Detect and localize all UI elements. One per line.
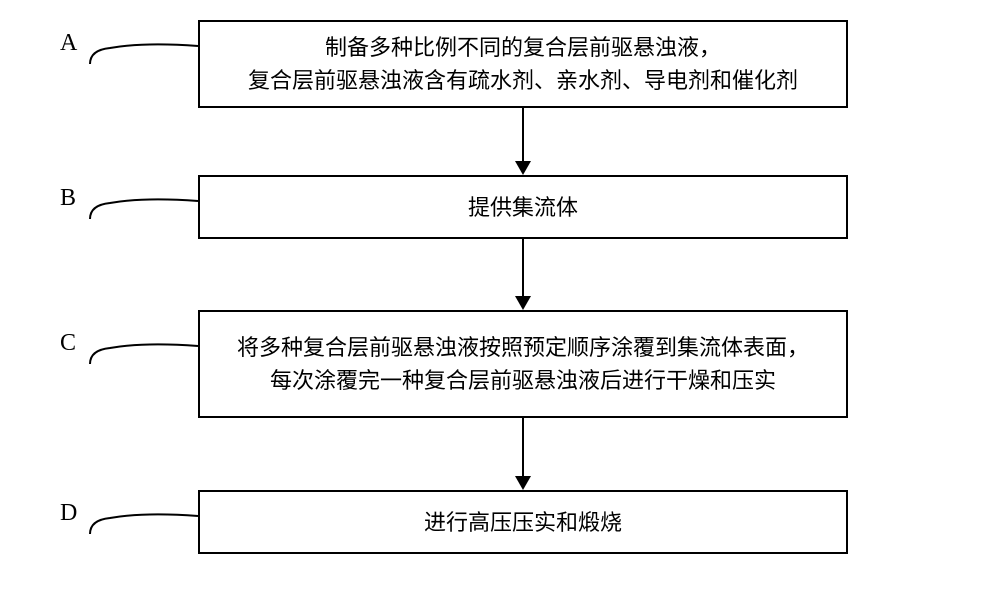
step-text-b: 提供集流体 [468, 191, 578, 224]
step-text-c: 将多种复合层前驱悬浊液按照预定顺序涂覆到集流体表面， 每次涂覆完一种复合层前驱悬… [237, 331, 809, 397]
flowchart-canvas: 制备多种比例不同的复合层前驱悬浊液， 复合层前驱悬浊液含有疏水剂、亲水剂、导电剂… [0, 0, 1000, 599]
leader-curve-3 [85, 501, 203, 541]
arrow-line-1 [522, 239, 524, 296]
step-label-c: C [60, 330, 76, 357]
arrow-line-2 [522, 418, 524, 476]
arrow-head-0 [515, 161, 531, 175]
step-text-d: 进行高压压实和煅烧 [424, 506, 622, 539]
arrow-head-1 [515, 296, 531, 310]
step-label-d: D [60, 500, 77, 527]
step-label-a: A [60, 30, 77, 57]
step-text-a: 制备多种比例不同的复合层前驱悬浊液， 复合层前驱悬浊液含有疏水剂、亲水剂、导电剂… [248, 31, 798, 97]
step-box-a: 制备多种比例不同的复合层前驱悬浊液， 复合层前驱悬浊液含有疏水剂、亲水剂、导电剂… [198, 20, 848, 108]
step-box-b: 提供集流体 [198, 175, 848, 239]
leader-curve-0 [85, 31, 203, 71]
leader-curve-2 [85, 331, 203, 371]
leader-curve-1 [85, 186, 203, 226]
step-box-c: 将多种复合层前驱悬浊液按照预定顺序涂覆到集流体表面， 每次涂覆完一种复合层前驱悬… [198, 310, 848, 418]
step-label-b: B [60, 185, 76, 212]
step-box-d: 进行高压压实和煅烧 [198, 490, 848, 554]
arrow-head-2 [515, 476, 531, 490]
arrow-line-0 [522, 108, 524, 161]
